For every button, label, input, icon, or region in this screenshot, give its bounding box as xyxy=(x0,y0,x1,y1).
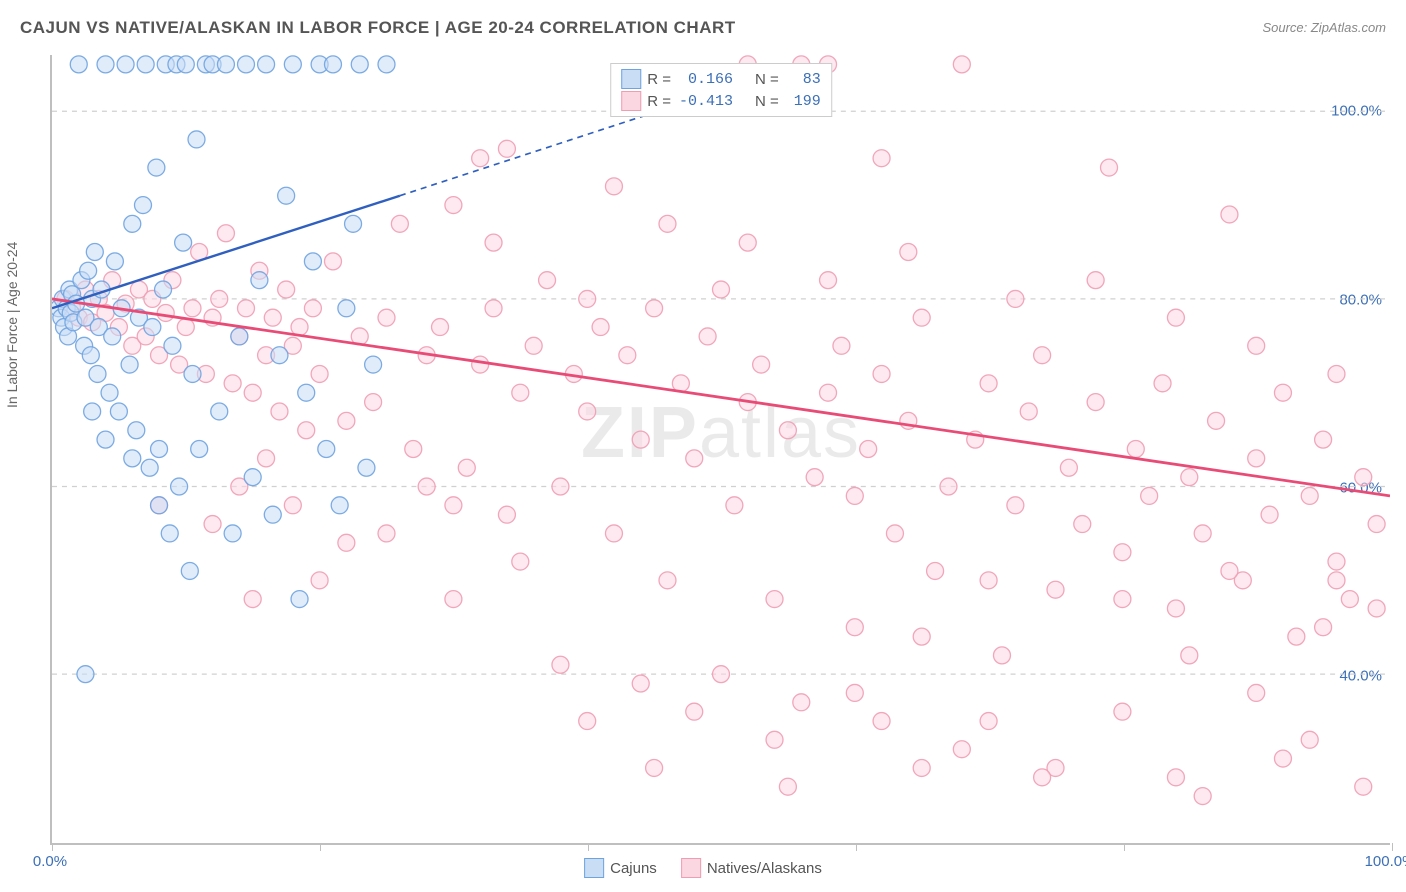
legend-swatch-cajun xyxy=(621,69,641,89)
r-label: R = xyxy=(647,71,671,88)
legend-swatch-native xyxy=(621,91,641,111)
legend-swatch-native-icon xyxy=(681,858,701,878)
x-tick xyxy=(52,843,53,851)
legend-series: Cajuns Natives/Alaskans xyxy=(584,858,822,878)
legend-stats-row-native: R = -0.413 N = 199 xyxy=(621,90,821,112)
x-tick xyxy=(320,843,321,851)
chart-header: CAJUN VS NATIVE/ALASKAN IN LABOR FORCE |… xyxy=(20,18,1386,48)
x-tick xyxy=(1392,843,1393,851)
x-tick xyxy=(1124,843,1125,851)
x-tick xyxy=(856,843,857,851)
chart-title: CAJUN VS NATIVE/ALASKAN IN LABOR FORCE |… xyxy=(20,18,736,37)
n-label: N = xyxy=(755,71,779,88)
legend-item-cajun: Cajuns xyxy=(584,858,657,878)
legend-label-native: Natives/Alaskans xyxy=(707,860,822,877)
n-value-native: 199 xyxy=(785,93,821,110)
x-tick xyxy=(588,843,589,851)
r-value-cajun: 0.166 xyxy=(677,71,733,88)
legend-stats: R = 0.166 N = 83 R = -0.413 N = 199 xyxy=(610,63,832,117)
r-value-native: -0.413 xyxy=(677,93,733,110)
x-tick-label: 100.0% xyxy=(1365,853,1406,870)
scatter-svg xyxy=(52,55,1390,843)
source-label: Source: ZipAtlas.com xyxy=(1262,20,1386,35)
y-axis-label: In Labor Force | Age 20-24 xyxy=(4,242,20,408)
n-value-cajun: 83 xyxy=(785,71,821,88)
x-tick-label: 0.0% xyxy=(33,853,67,870)
legend-label-cajun: Cajuns xyxy=(610,860,657,877)
r-label: R = xyxy=(647,93,671,110)
legend-item-native: Natives/Alaskans xyxy=(681,858,822,878)
legend-swatch-cajun-icon xyxy=(584,858,604,878)
chart-plot-area: ZIPatlas R = 0.166 N = 83 R = -0.413 N =… xyxy=(50,55,1390,845)
legend-stats-row-cajun: R = 0.166 N = 83 xyxy=(621,68,821,90)
n-label: N = xyxy=(755,93,779,110)
